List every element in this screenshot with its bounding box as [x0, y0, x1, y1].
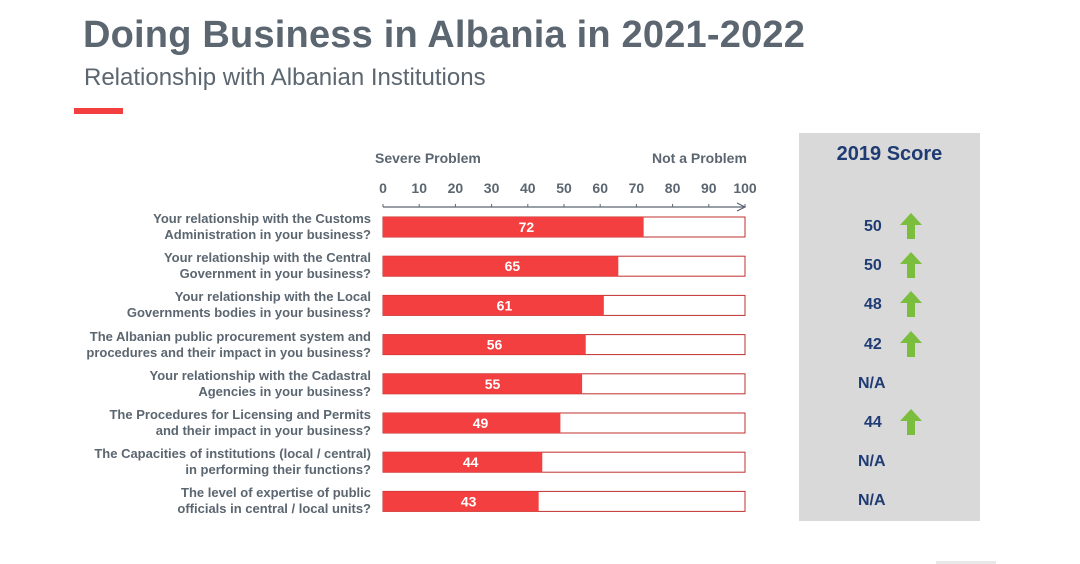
score-2019-value: 50	[864, 257, 882, 275]
score-2019-value: 42	[864, 335, 882, 353]
category-label-line: The Procedures for Licensing and Permits	[109, 407, 371, 422]
category-label-line: The Albanian public procurement system a…	[89, 328, 371, 344]
up-arrow-icon	[900, 330, 922, 357]
bar	[383, 413, 561, 433]
category-label-line: and their impact in your business?	[155, 423, 371, 438]
x-axis-arrow-icon	[736, 202, 747, 212]
x-tick-label: 10	[411, 180, 427, 196]
category-label: Your relationship with the Customs Admini…	[60, 211, 371, 243]
logo-fragment	[936, 561, 996, 564]
bar-value-label: 43	[461, 493, 477, 509]
up-arrow-icon	[900, 291, 922, 318]
x-tick-label: 40	[520, 180, 536, 196]
bar	[383, 452, 543, 473]
category-label: The level of expertise of public official…	[60, 485, 371, 517]
category-label-line: Your relationship with the Customs	[153, 211, 371, 226]
score-2019-value: N/A	[858, 492, 886, 510]
category-label-line: Your relationship with the Local	[174, 289, 371, 305]
category-label: The Capacities of institutions (local / …	[60, 446, 371, 478]
category-label-line: Government in your business?	[179, 266, 371, 282]
x-tick-label: 70	[629, 180, 645, 196]
accent-bar	[74, 108, 123, 114]
x-tick-label: 80	[665, 180, 681, 196]
up-arrow-icon	[900, 213, 922, 239]
bar-value-label: 56	[487, 337, 503, 353]
score-2019-title: 2019 Score	[836, 143, 943, 165]
bar	[383, 334, 586, 355]
bar	[383, 491, 539, 512]
score-2019-value: 48	[864, 296, 882, 314]
bar	[383, 217, 644, 237]
up-arrow-icon	[900, 252, 922, 279]
up-arrow-shape	[900, 409, 922, 435]
score-2019-panel: 2019 Score	[799, 133, 980, 521]
category-label: The Albanian public procurement system a…	[60, 329, 371, 361]
x-tick-label: 20	[448, 180, 464, 196]
up-arrow-shape	[900, 330, 922, 357]
category-label: Your relationship with the Local Governme…	[60, 289, 371, 321]
score-2019-value: N/A	[858, 453, 886, 471]
category-label-line: Your relationship with the Cadastral	[149, 367, 371, 383]
x-tick-label: 50	[556, 180, 572, 196]
category-label-line: Administration in your business?	[164, 227, 371, 242]
bar	[383, 373, 583, 394]
category-label-line: procedures and their impact in you busin…	[86, 344, 371, 360]
bar-value-label: 61	[497, 297, 513, 313]
bar-value-label: 65	[505, 258, 521, 274]
x-tick-label: 90	[701, 180, 717, 196]
score-2019-value: 44	[864, 414, 882, 431]
x-tick-label: 60	[592, 180, 608, 196]
category-label-line: The Capacities of institutions (local / …	[94, 446, 371, 462]
up-arrow-icon	[900, 409, 922, 435]
scale-label-severe: Severe Problem	[375, 150, 481, 166]
x-tick-label: 30	[484, 180, 500, 196]
x-tick-label: 100	[733, 180, 757, 196]
score-2019-value: N/A	[858, 374, 886, 392]
bar	[383, 256, 619, 277]
page-title: Doing Business in Albania in 2021-2022	[83, 14, 806, 56]
category-label-line: The level of expertise of public	[181, 485, 371, 501]
category-label: Your relationship with the Central Govern…	[60, 250, 371, 282]
category-label-line: in performing their functions?	[185, 462, 371, 478]
category-label-line: officials in central / local units?	[177, 501, 371, 517]
score-2019-value: 50	[864, 218, 882, 235]
x-tick-label: 0	[379, 180, 387, 196]
bar-value-label: 55	[485, 376, 501, 392]
bar	[383, 295, 604, 316]
category-label-line: Your relationship with the Central	[163, 250, 371, 266]
up-arrow-shape	[900, 213, 922, 239]
bar-value-label: 49	[473, 415, 489, 431]
up-arrow-shape	[900, 291, 922, 318]
category-label-line: Governments bodies in your business?	[126, 305, 371, 321]
category-label-line: Agencies in your business?	[198, 383, 371, 399]
up-arrow-shape	[900, 252, 922, 279]
scale-label-not-a-problem: Not a Problem	[652, 150, 747, 166]
bar-value-label: 72	[519, 219, 535, 235]
page-subtitle: Relationship with Albanian Institutions	[84, 64, 486, 91]
category-label: The Procedures for Licensing and Permits…	[60, 407, 371, 439]
category-label: Your relationship with the Cadastral Agen…	[60, 368, 371, 400]
bar-value-label: 44	[463, 454, 479, 470]
